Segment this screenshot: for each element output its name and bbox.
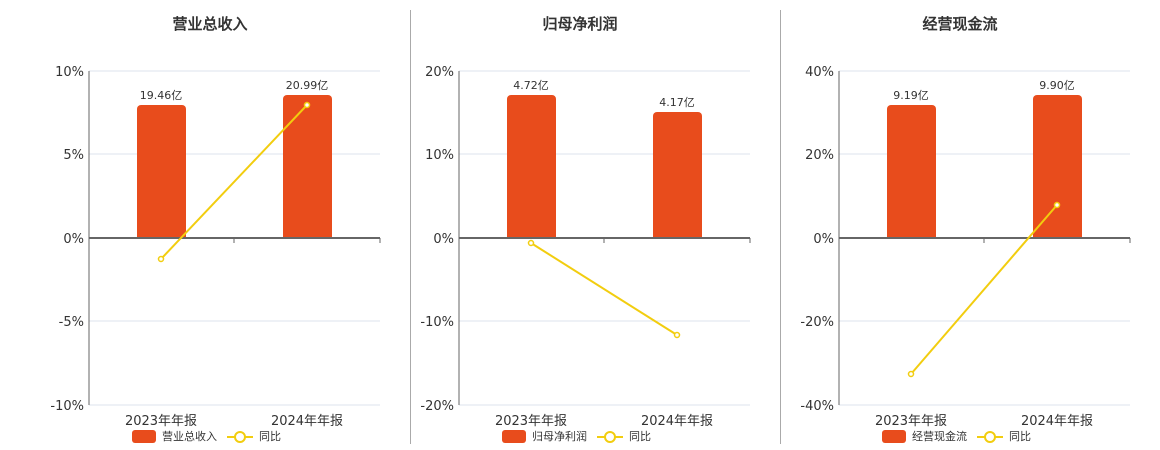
chart-panel-revenue: 营业总收入 10% 5% 0% -5% -10% 19.46亿 20.99亿 2…	[0, 0, 410, 450]
chart-title: 营业总收入	[172, 15, 248, 33]
chart-panel-net-profit: 归母净利润 20% 10% 0% -10% -20% 4.72亿 4.17亿 2…	[420, 15, 751, 444]
chart-title: 经营现金流	[922, 15, 998, 33]
chart-plot: 20% 10% 0% -10% -20% 4.72亿 4.17亿 2023年年报…	[420, 65, 751, 429]
panel-divider	[410, 10, 411, 444]
yoy-point[interactable]	[1053, 201, 1061, 209]
x-label: 2023年年报	[875, 414, 947, 429]
bar-2024[interactable]	[653, 112, 702, 238]
bar-value-label: 9.90亿	[1039, 79, 1075, 92]
x-label: 2023年年报	[125, 414, 197, 429]
legend-bar-label[interactable]: 经营现金流	[912, 430, 967, 443]
bar-value-label: 4.17亿	[659, 96, 695, 109]
y-tick: 20%	[425, 65, 454, 80]
yoy-point[interactable]	[157, 255, 165, 263]
legend-bar-swatch[interactable]	[882, 429, 906, 443]
bar-value-label: 20.99亿	[286, 79, 329, 92]
legend-line-label[interactable]: 同比	[629, 430, 651, 443]
grid-lines	[89, 70, 380, 406]
legend-line-label[interactable]: 同比	[1009, 430, 1031, 443]
legend-line-icon[interactable]	[597, 430, 623, 443]
x-label: 2024年年报	[271, 414, 343, 429]
yoy-line	[160, 104, 308, 260]
y-tick: -40%	[800, 399, 834, 414]
chart-plot: 10% 5% 0% -5% -10% 19.46亿 20.99亿 2023年年报…	[50, 65, 381, 429]
legend-line-label[interactable]: 同比	[259, 430, 281, 443]
x-label: 2024年年报	[641, 414, 713, 429]
y-tick: 10%	[55, 65, 84, 80]
y-tick: -10%	[50, 399, 84, 414]
yoy-point[interactable]	[907, 370, 915, 378]
x-label: 2024年年报	[1021, 414, 1093, 429]
bar-2023[interactable]	[507, 95, 556, 238]
yoy-point[interactable]	[673, 331, 681, 339]
legend: 归母净利润 同比	[502, 428, 651, 444]
bar-2024[interactable]	[283, 95, 332, 238]
y-tick: 10%	[425, 148, 454, 163]
bar-value-label: 9.19亿	[893, 89, 929, 102]
legend: 经营现金流 同比	[882, 428, 1031, 444]
y-tick: -10%	[420, 315, 454, 330]
y-tick: 0%	[433, 232, 454, 247]
legend-bar-swatch[interactable]	[502, 429, 526, 443]
bar-value-label: 4.72亿	[513, 79, 549, 92]
y-tick: 40%	[805, 65, 834, 80]
yoy-point[interactable]	[303, 101, 311, 109]
panel-divider	[780, 10, 781, 444]
legend-line-icon[interactable]	[977, 430, 1003, 443]
legend-line-icon[interactable]	[227, 430, 253, 443]
y-tick: 0%	[813, 232, 834, 247]
legend-bar-swatch[interactable]	[132, 429, 156, 443]
y-tick: -5%	[59, 315, 84, 330]
bar-2024[interactable]	[1033, 95, 1082, 238]
yoy-point[interactable]	[527, 239, 535, 247]
y-tick: -20%	[420, 399, 454, 414]
bar-2023[interactable]	[137, 105, 186, 238]
x-label: 2023年年报	[495, 414, 567, 429]
bar-value-label: 19.46亿	[140, 89, 183, 102]
bar-2023[interactable]	[887, 105, 936, 238]
legend-bar-label[interactable]: 营业总收入	[162, 430, 217, 443]
y-tick: 0%	[63, 232, 84, 247]
y-tick: 5%	[63, 148, 84, 163]
y-tick: 20%	[805, 148, 834, 163]
yoy-line	[530, 242, 678, 336]
legend-bar-label[interactable]: 归母净利润	[532, 430, 587, 443]
chart-title: 归母净利润	[542, 15, 618, 33]
yoy-line	[910, 204, 1058, 375]
y-tick: -20%	[800, 315, 834, 330]
legend: 营业总收入 同比	[132, 428, 281, 444]
